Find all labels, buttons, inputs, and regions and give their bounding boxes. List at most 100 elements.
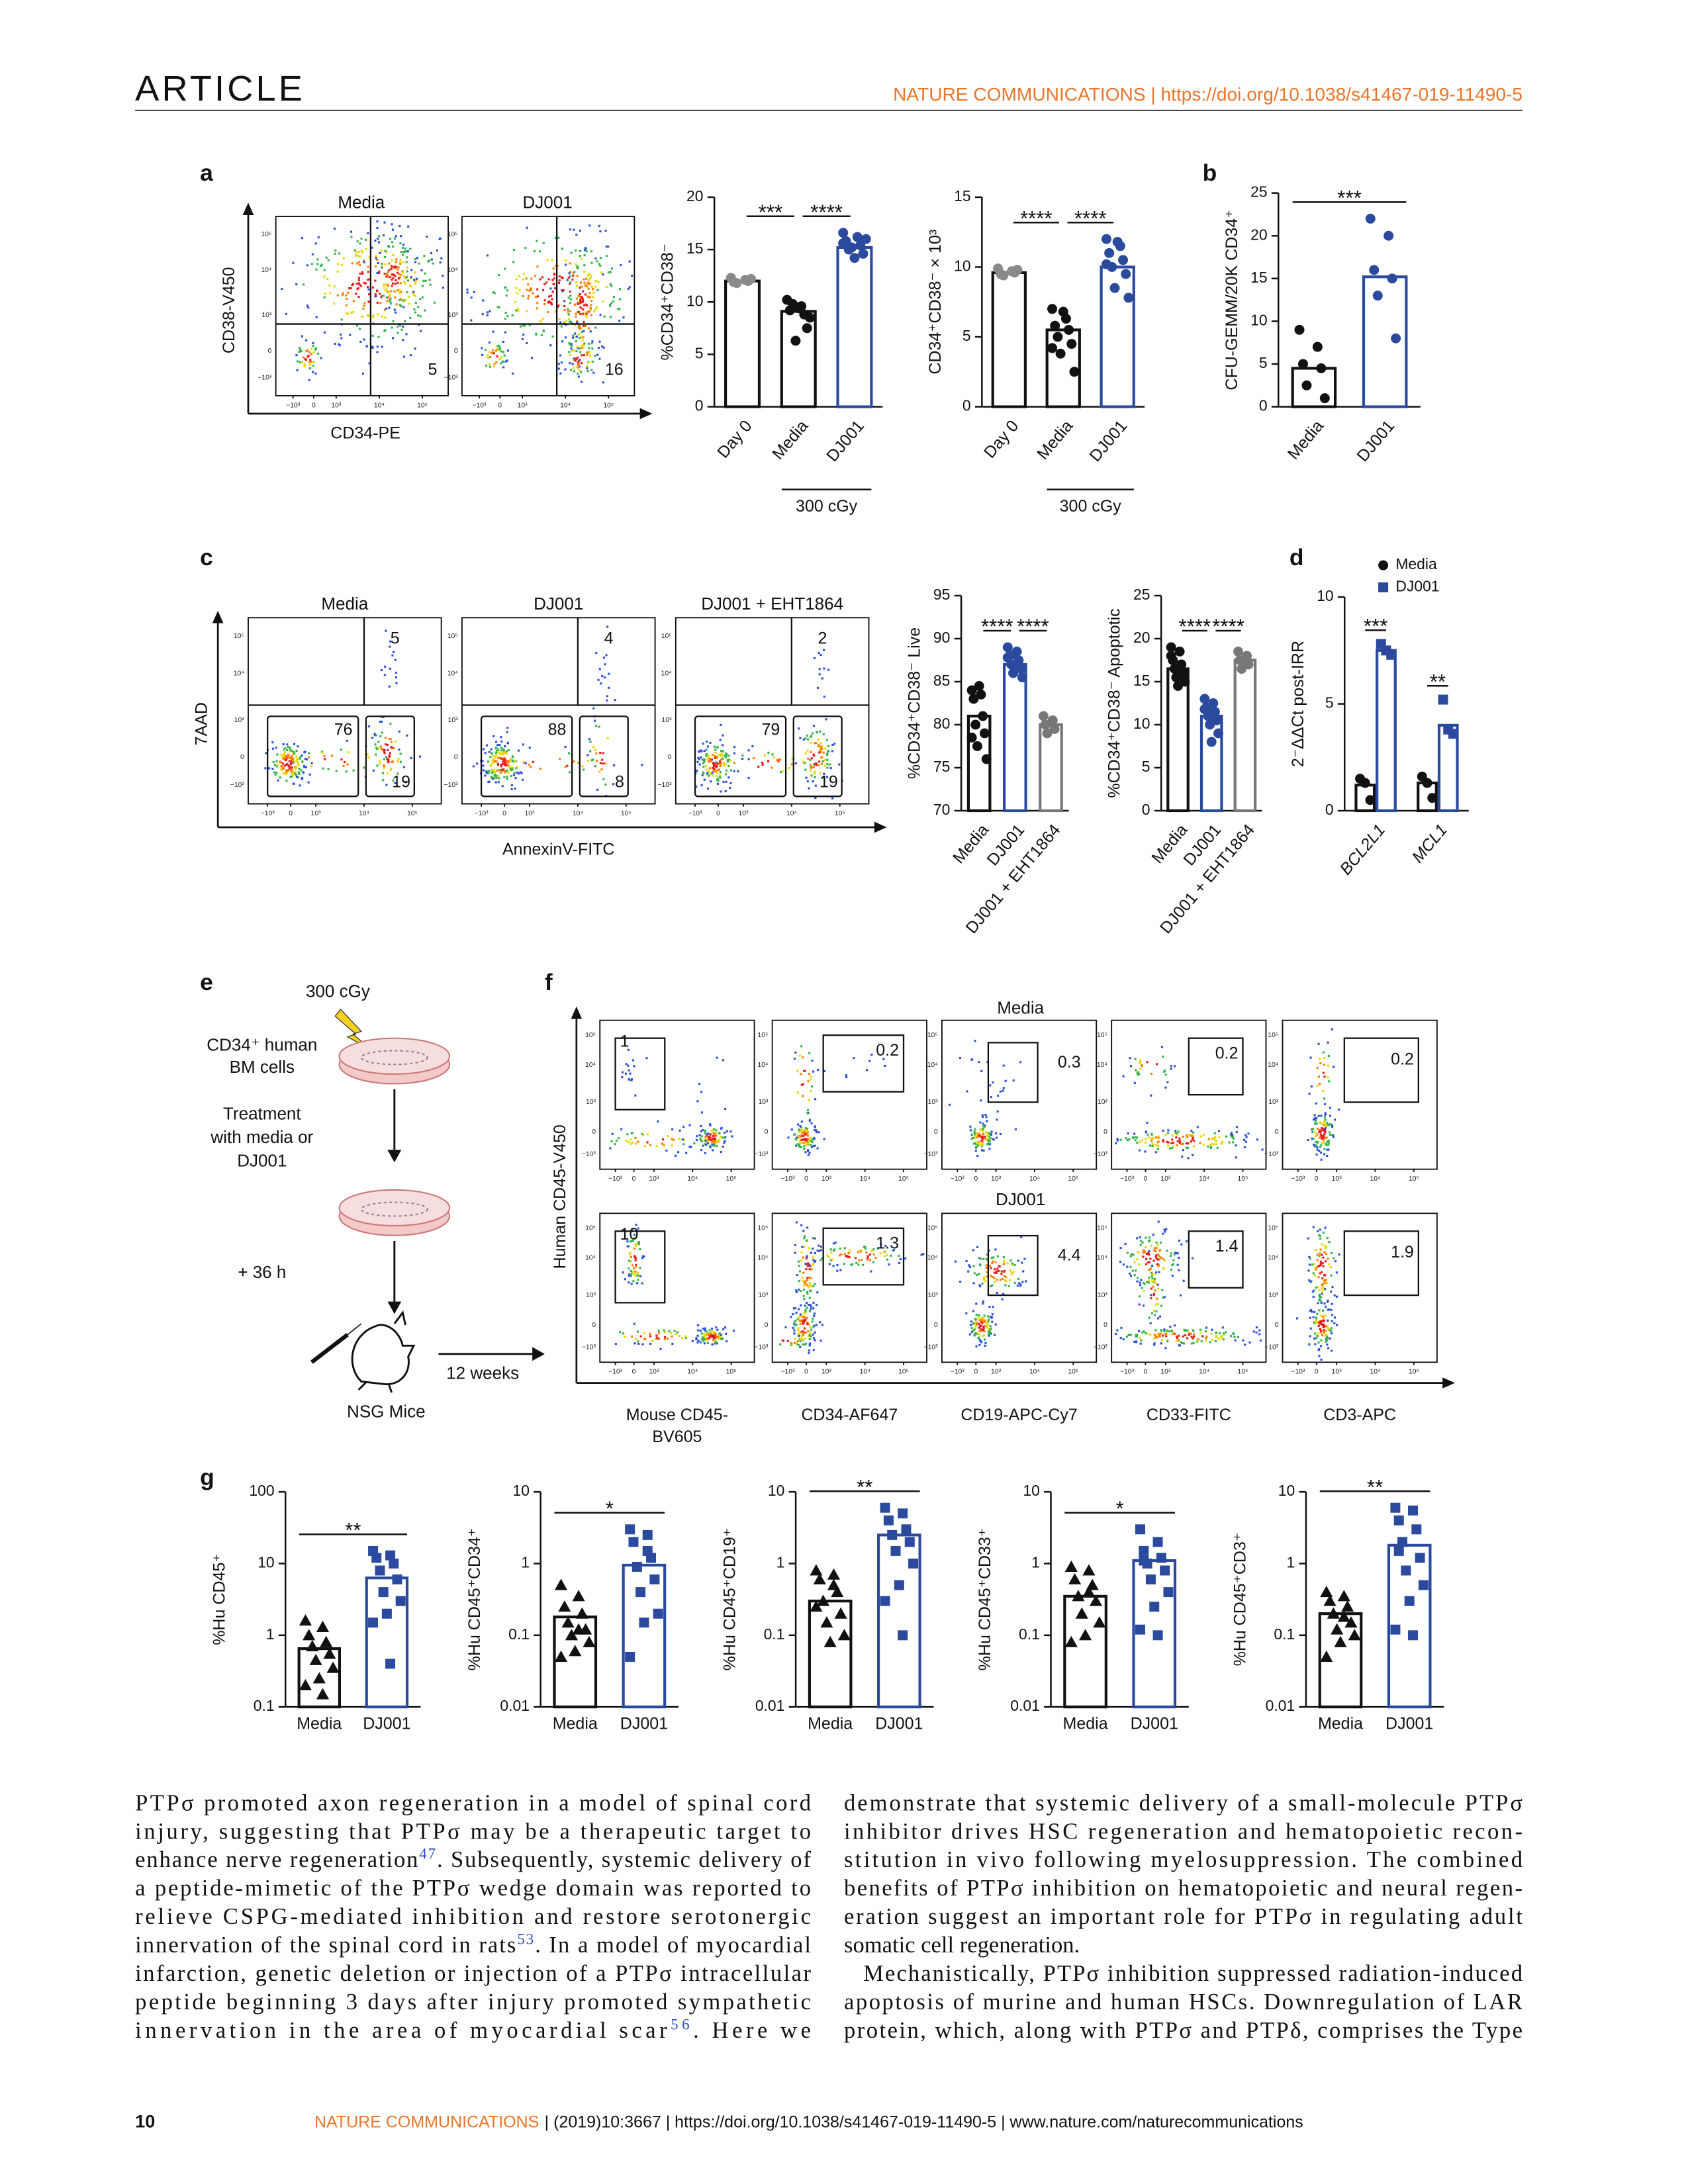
density-dot [590,369,593,371]
density-dot [712,761,715,764]
density-dot [820,751,822,753]
density-dot [1156,1148,1159,1150]
flow-tick-label: 10³ [1098,1099,1108,1106]
density-dot [724,762,727,765]
density-dot [720,1126,723,1129]
density-dot [385,629,387,632]
density-dot [581,765,584,768]
density-dot [584,284,586,287]
density-dot [536,288,539,291]
journal-header: NATURE COMMUNICATIONS | https://doi.org/… [893,84,1523,105]
density-dot [298,351,301,353]
density-dot [788,767,790,770]
density-dot [1319,1263,1322,1265]
density-dot [381,266,383,269]
density-dot [395,676,398,679]
density-dot [702,771,704,774]
density-dot [1162,1140,1165,1143]
density-dot [710,780,712,783]
density-dot [627,1048,630,1051]
density-dot [602,273,604,276]
data-point [966,733,977,743]
density-dot [379,760,381,762]
density-dot [1150,1312,1154,1314]
density-dot [831,1258,833,1261]
density-dot [491,762,494,765]
density-dot [590,261,593,264]
flow-tick-label: 10³ [821,1175,832,1183]
density-dot [567,318,570,320]
density-dot [1314,1118,1317,1120]
density-dot [801,1277,804,1279]
density-dot [589,308,592,310]
density-dot [716,765,718,768]
density-dot [655,1338,658,1340]
flow-tick-label: 10³ [586,1292,596,1299]
density-dot [357,255,360,257]
data-point [1360,778,1370,788]
density-dot [982,1150,985,1152]
density-dot [804,1280,807,1283]
density-dot [1327,1144,1329,1146]
data-point [1206,737,1217,747]
density-dot [1125,1336,1128,1338]
data-point [1053,332,1063,342]
y-tick-label: 0.01 [1010,1697,1040,1714]
density-dot [649,1332,651,1335]
density-dot [1159,1332,1162,1335]
density-dot [1211,1328,1213,1331]
density-dot [275,765,278,768]
density-dot [767,751,770,754]
density-dot [486,314,489,316]
density-dot [798,1128,801,1131]
density-dot [1325,1305,1327,1308]
density-dot [797,1329,800,1332]
density-dot [1178,1269,1180,1272]
density-dot [1196,1340,1199,1343]
density-dot [1149,1144,1151,1147]
density-dot [585,312,588,315]
density-dot [1214,1340,1217,1343]
density-dot [589,330,592,333]
density-dot [500,736,502,739]
density-dot [1154,1250,1157,1253]
density-dot [711,754,714,756]
density-dot [702,1340,705,1342]
density-dot [708,1329,711,1332]
density-dot [382,749,385,751]
density-dot [1115,1332,1117,1336]
density-dot [612,783,615,786]
density-dot [1220,1335,1223,1338]
density-dot [799,1323,802,1326]
density-dot [1126,1139,1129,1142]
density-dot [991,1262,994,1265]
density-dot [377,261,379,265]
density-dot [968,1333,971,1336]
density-dot [387,283,389,287]
density-dot [1132,1253,1135,1256]
density-dot [567,308,569,310]
density-dot [579,298,582,301]
density-dot [1319,1331,1322,1334]
density-dot [703,1139,706,1142]
density-dot [832,1250,835,1252]
density-dot [801,1338,804,1340]
density-dot [604,229,607,232]
density-dot [1190,1140,1192,1143]
density-dot [1154,1136,1157,1139]
density-dot [291,768,293,770]
density-dot [1321,1253,1323,1256]
density-dot [1174,1332,1177,1335]
data-point [583,1635,596,1647]
density-dot [812,1263,814,1265]
density-dot [716,1056,718,1059]
density-dot [698,751,700,753]
density-dot [504,770,507,772]
density-dot [703,758,706,761]
density-dot [297,764,300,766]
density-dot [344,760,346,764]
density-dot [376,220,379,223]
density-dot [1178,1240,1181,1242]
density-dot [630,1132,633,1134]
density-dot [1319,1151,1322,1154]
